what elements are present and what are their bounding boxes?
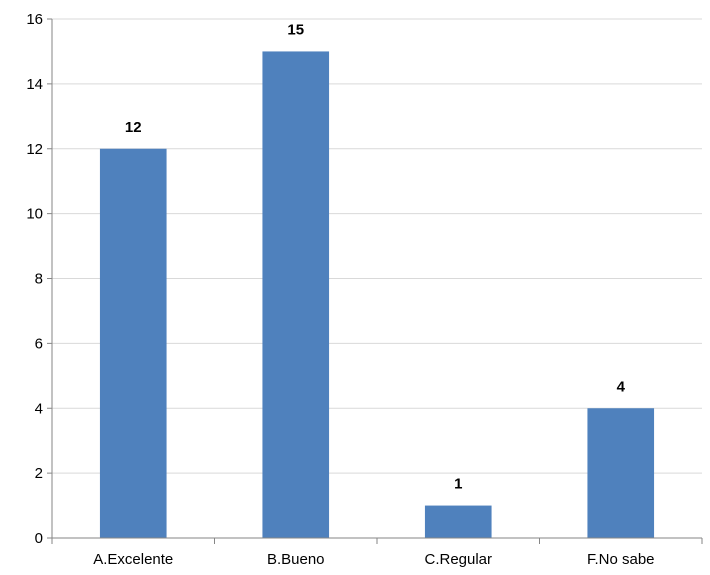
bar-c-regular <box>424 505 492 538</box>
bar-a-excelente <box>99 148 167 538</box>
data-label: 1 <box>454 476 462 493</box>
y-tick-label: 2 <box>35 465 43 482</box>
labels: 0 2 4 6 8 10 12 14 16 12 A.Excelente 15 B.Bueno 1 C.Re… <box>26 11 654 568</box>
bars <box>99 51 655 538</box>
data-label: 12 <box>125 119 142 136</box>
y-tick-label: 6 <box>35 335 43 352</box>
x-tick-label: F.No sabe <box>587 551 655 568</box>
x-tick-label: A.Excelente <box>93 551 173 568</box>
y-tick-label: 4 <box>35 400 43 417</box>
y-tick-label: 12 <box>26 141 43 158</box>
bar-f-no-sabe <box>587 408 655 538</box>
y-tick-label: 14 <box>26 76 43 93</box>
bar-b-bueno <box>262 51 330 538</box>
x-tick-label: B.Bueno <box>267 551 325 568</box>
y-tick-label: 8 <box>35 271 43 288</box>
y-tick-label: 0 <box>35 530 43 547</box>
x-tick-label: C.Regular <box>424 551 492 568</box>
data-label: 4 <box>617 378 626 395</box>
y-tick-label: 16 <box>26 11 43 28</box>
y-tick-label: 10 <box>26 206 43 223</box>
axes <box>47 18 703 544</box>
data-label: 15 <box>287 21 304 38</box>
